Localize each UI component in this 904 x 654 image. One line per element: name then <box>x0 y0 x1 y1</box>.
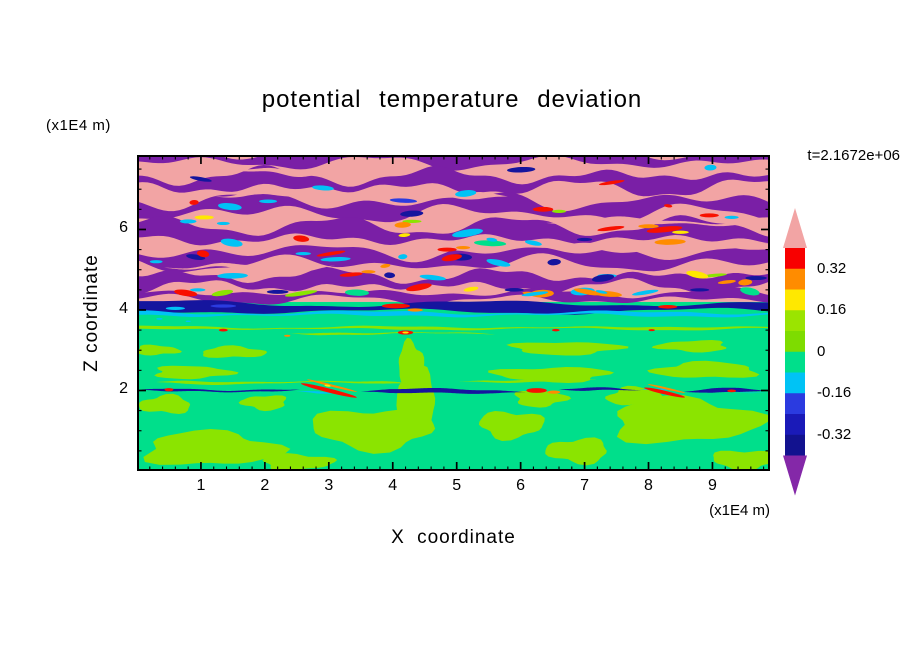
colorbar-arrow-down <box>783 455 807 496</box>
x-axis-unit-label: (x1E4 m) <box>709 502 770 519</box>
y-tick-label: 6 <box>119 219 128 237</box>
x-tick-label: 2 <box>260 477 270 494</box>
colorbar-segment <box>785 414 805 436</box>
colorbar: 0.32 0.16 0 -0.16 -0.32 <box>783 208 903 500</box>
colorbar-label: -0.32 <box>817 425 852 443</box>
colorbar-segment <box>785 393 805 415</box>
y-axis-unit-label: (x1E4 m) <box>46 117 111 134</box>
x-axis-title: X coordinate <box>391 527 516 548</box>
colorbar-segment <box>785 248 805 270</box>
x-tick-label: 9 <box>708 477 717 494</box>
colorbar-segment <box>785 310 805 332</box>
y-tick-label: 2 <box>119 380 128 398</box>
time-annotation: t=2.1672e+06 <box>807 147 900 164</box>
colorbar-label: 0.32 <box>817 259 847 277</box>
x-tick-label: 5 <box>452 477 462 494</box>
x-tick-label: 7 <box>580 477 590 494</box>
chart-title: potential temperature deviation <box>261 86 643 113</box>
colorbar-label: 0.16 <box>817 301 847 319</box>
colorbar-scale <box>783 208 807 496</box>
x-tick-label: 6 <box>516 477 526 494</box>
colorbar-segment <box>785 289 805 311</box>
colorbar-segment <box>785 372 805 394</box>
colorbar-segment <box>785 268 805 291</box>
colorbar-segment <box>785 331 805 353</box>
x-tick-label: 8 <box>644 477 653 494</box>
colorbar-arrow-up <box>783 208 807 248</box>
colorbar-segment <box>785 351 805 374</box>
plot-area <box>137 155 770 471</box>
x-tick-label: 3 <box>324 477 334 494</box>
x-tick-label: 1 <box>196 477 206 494</box>
y-tick-label: 4 <box>119 299 128 317</box>
colorbar-segment <box>785 434 805 457</box>
colorbar-label: -0.16 <box>817 384 852 402</box>
x-tick-label: 4 <box>388 477 398 494</box>
colorbar-label: 0 <box>817 342 826 360</box>
heatmap-canvas <box>137 155 770 471</box>
